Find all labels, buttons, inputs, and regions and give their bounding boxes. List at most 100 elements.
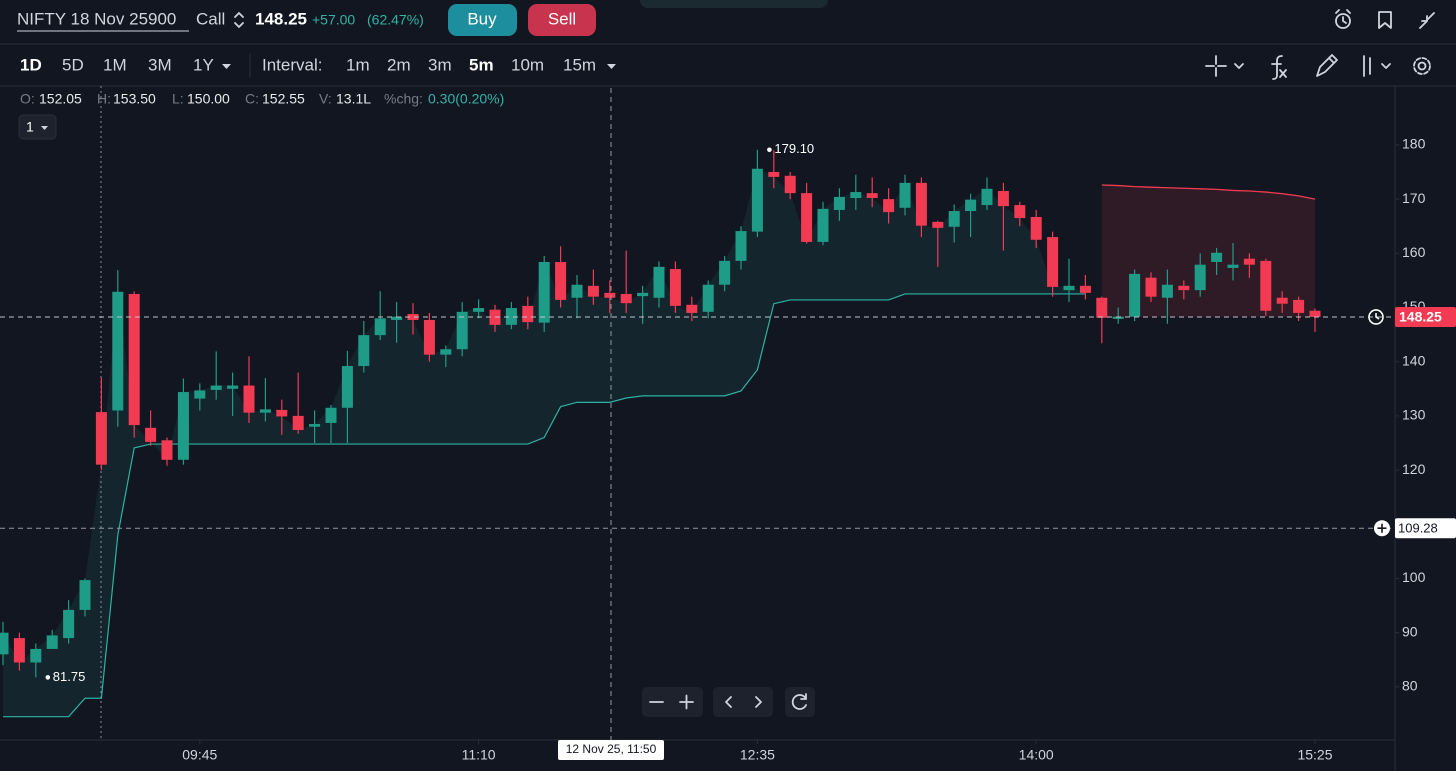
dropdown-caret[interactable] [607,64,616,69]
ohlc-legend: O: 152.05 H: 153.50 L: 150.00 C: 152.55 … [20,91,504,107]
add-alert-plus [1377,523,1387,533]
ohlc-value: 0.30(0.20%) [428,91,504,107]
candle-body [915,182,927,226]
candle-body [653,266,665,298]
candle-body [1047,237,1059,287]
y-tick-label: 120 [1402,461,1426,477]
symbol[interactable]: NIFTY 18 Nov 25900 [17,9,176,28]
type-toggle[interactable] [234,12,244,28]
sell-label[interactable]: Sell [548,9,576,28]
range-button[interactable]: 1D [20,55,42,74]
dropdown-caret[interactable] [222,64,231,69]
candle-body [358,335,370,367]
settings-icon[interactable] [1413,57,1431,75]
candle-body [1178,285,1190,291]
chart-type-tool[interactable] [1363,55,1391,77]
candle-body [522,305,534,323]
candle-body [1194,264,1206,291]
interval-button[interactable]: 5m [469,55,494,74]
candle-body [423,319,435,355]
x-tick-label: 11:10 [462,747,496,763]
dropdown-caret[interactable] [41,126,48,130]
pane-selector-label[interactable]: 1 [26,119,34,135]
y-tick-label: 160 [1402,244,1426,260]
zoom-controls [642,687,815,717]
crosshair-tool[interactable] [1205,55,1244,77]
candle-body [866,193,878,199]
extreme-dot [45,675,51,680]
candle-body [95,412,107,465]
range-button[interactable]: 3M [148,55,172,74]
bookmark-icon[interactable] [1378,11,1392,29]
x-tick-label: 14:00 [1019,747,1054,763]
buy-button[interactable] [448,4,517,36]
candle-body [751,168,763,232]
scroll-right[interactable] [755,696,762,708]
candle-body [686,304,698,313]
collapse-icon[interactable] [1419,12,1435,29]
option-type[interactable]: Call [196,9,225,28]
ohlc-value: 152.05 [39,91,82,107]
candle-body [669,269,681,306]
interval-button[interactable]: 15m [563,55,596,74]
y-tick-label: 80 [1402,678,1418,694]
range-button[interactable]: 5D [62,55,84,74]
candle-body [391,316,403,320]
candle-body [0,632,9,655]
extreme-label: 179.10 [774,141,814,156]
draw-tool[interactable] [1316,54,1338,77]
reset-button[interactable] [791,693,807,710]
scroll-left[interactable] [725,696,732,708]
price-tag [1395,306,1456,327]
candle-body [1276,297,1288,304]
buy-label[interactable]: Buy [467,9,497,28]
candle-body [1096,297,1108,318]
ohlc-value: 153.50 [113,91,156,107]
candle-body [768,172,780,177]
indicator-tool[interactable] [1271,55,1287,80]
crosshair-y-label: 109.28 [1398,521,1438,536]
candle-body [883,199,895,213]
candle-body [571,284,583,298]
candle-body [227,385,239,389]
candle-body [325,407,337,423]
candle-body [407,314,419,320]
candle-body [341,366,353,408]
candle-body [948,211,960,227]
interval-button[interactable]: 2m [387,55,411,74]
interval-button[interactable]: 10m [511,55,544,74]
band-line [1101,184,1316,200]
range-button[interactable]: 1M [103,55,127,74]
candle-body [30,648,42,663]
candle-body [555,261,567,300]
range-button[interactable]: 1Y [193,55,214,74]
interval-button[interactable]: 3m [428,55,452,74]
candle-body [735,231,747,261]
ohlc-value: 150.00 [187,91,230,107]
candle-body [1227,264,1239,268]
ohlc-label: O: [20,91,35,107]
ohlc-value: 13.1L [336,91,371,107]
zoom-in[interactable] [679,694,694,710]
last-price: 148.25 [255,9,307,28]
interval-label: Interval: [262,55,322,74]
sell-button[interactable] [528,4,596,36]
candle-body [719,260,731,285]
candle-body [79,580,91,610]
candle-body [932,221,944,228]
interval-button[interactable]: 1m [346,55,370,74]
candle-body [620,293,632,304]
candle-body [13,638,25,663]
candle-body [587,285,599,297]
candle-body [965,199,977,212]
ohlc-label: %chg: [384,91,423,107]
pane-selector[interactable] [18,114,57,140]
crosshair-y-tag [1395,518,1456,539]
candle-body [456,311,468,350]
alarm-icon[interactable] [1335,9,1351,29]
scroll-group [713,687,773,717]
x-tick-label: 12:35 [740,747,775,763]
y-tick-label: 180 [1402,136,1426,152]
candle-body [309,424,321,427]
